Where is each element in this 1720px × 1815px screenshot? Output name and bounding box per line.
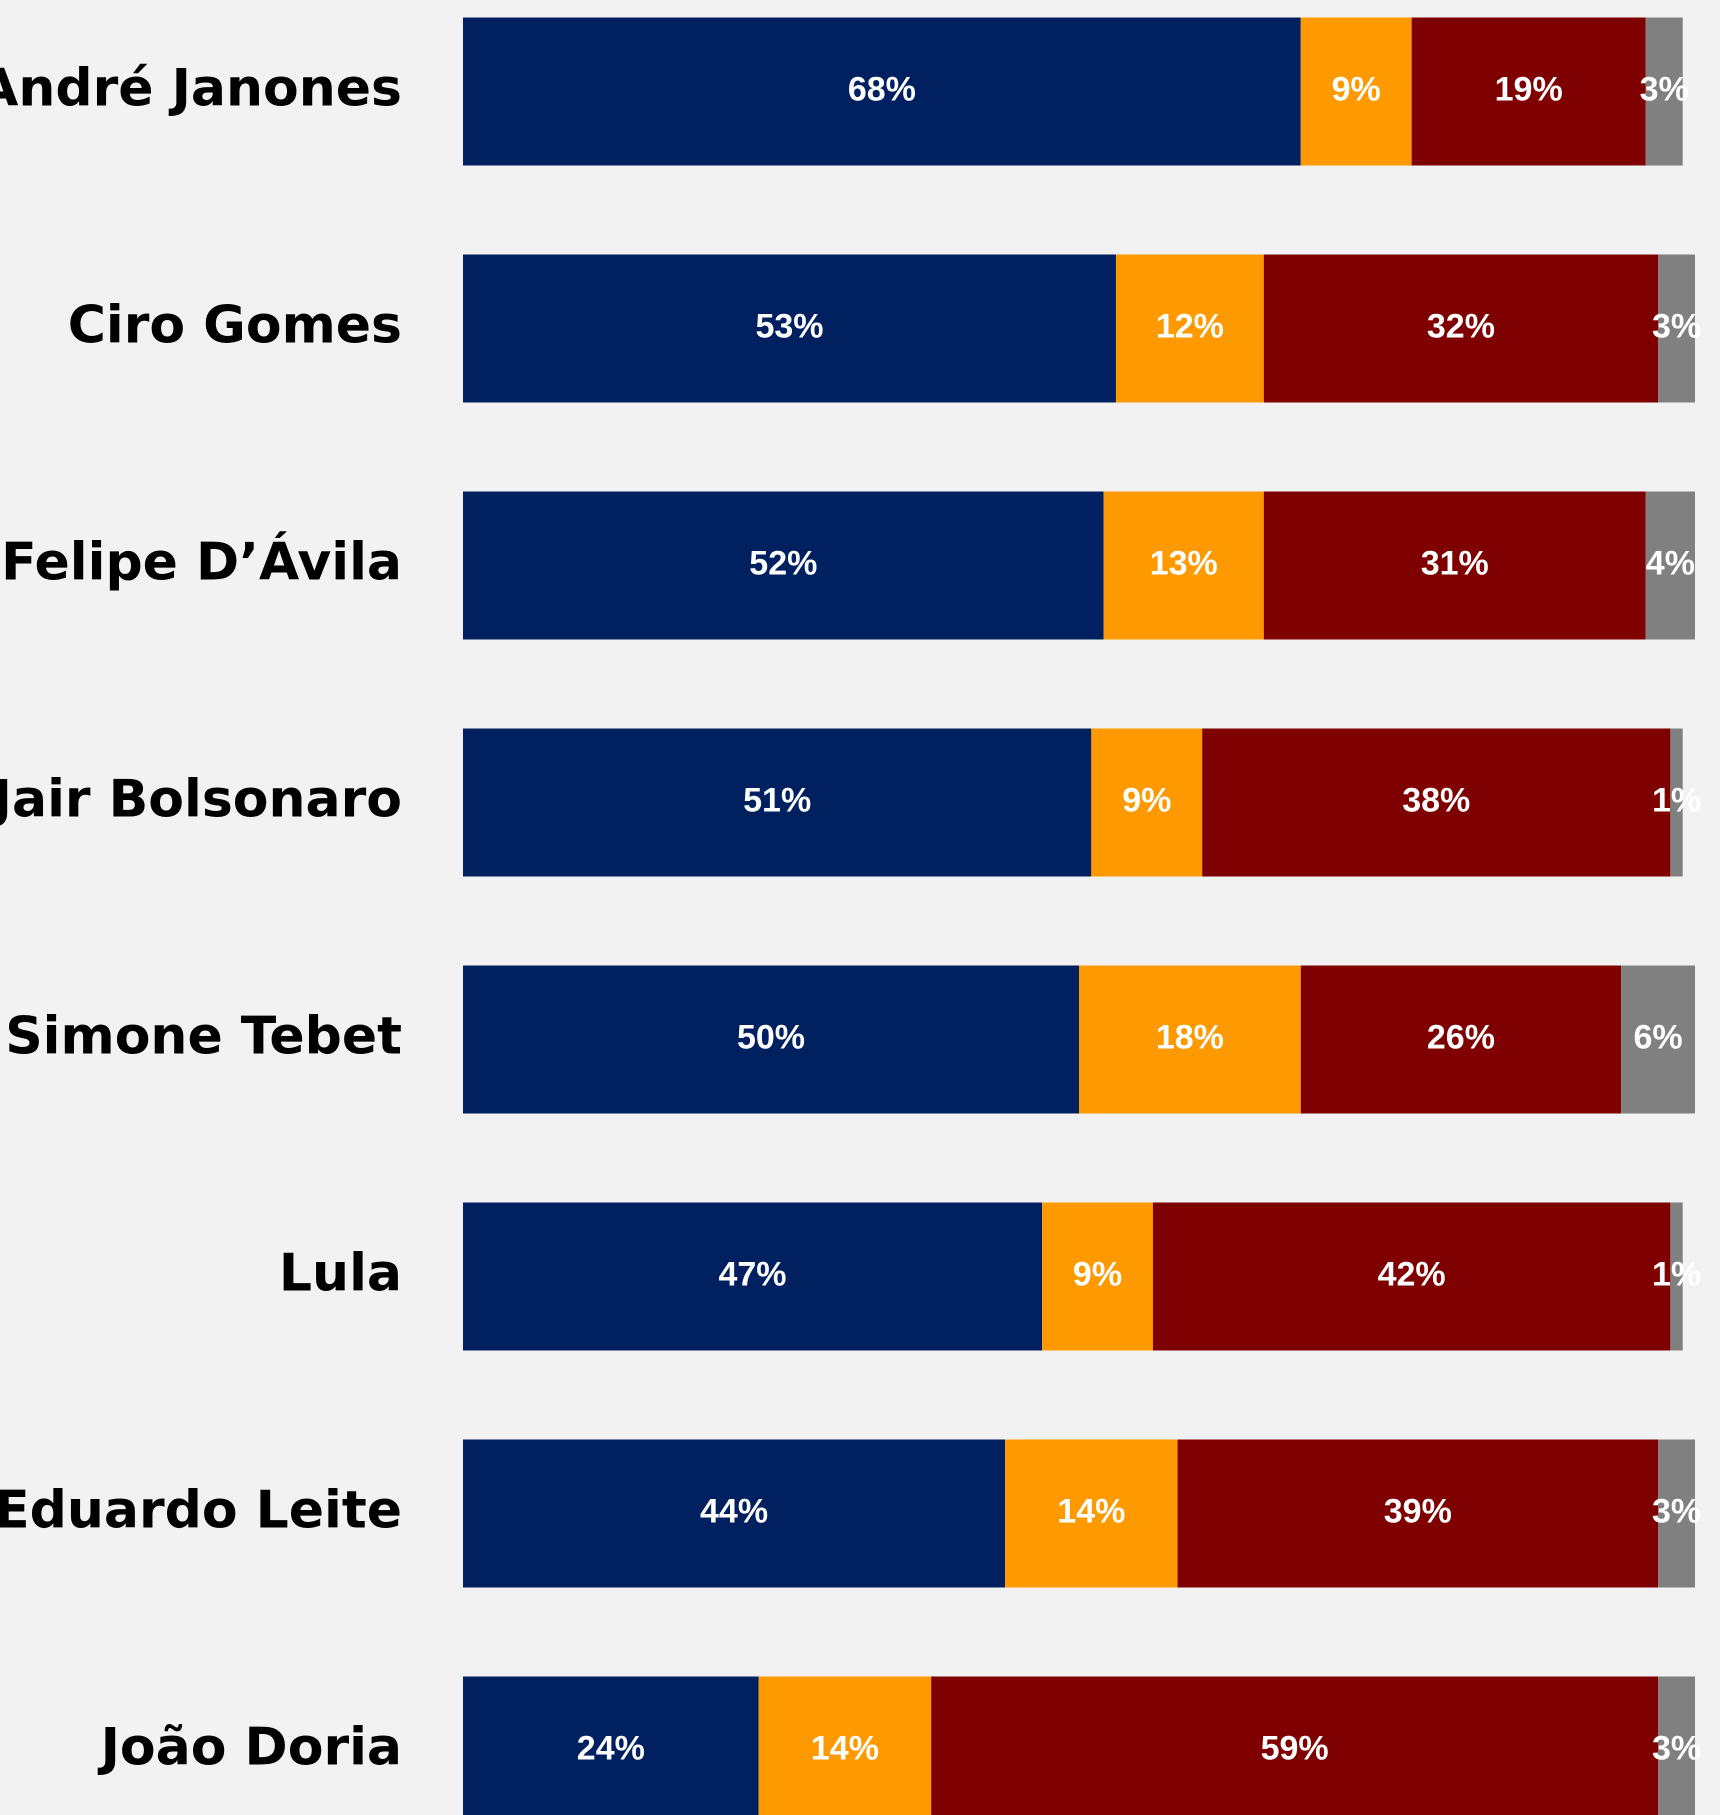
bar-segment [1645, 491, 1695, 640]
bar-segment [931, 1676, 1659, 1815]
data-label: 59% [1261, 1729, 1329, 1767]
bar-segment [1177, 1439, 1659, 1588]
data-label: 9% [1122, 781, 1171, 819]
data-label: 1% [1652, 1255, 1701, 1293]
category-label: Ciro Gomes [68, 296, 402, 356]
bar-segment [1115, 254, 1264, 403]
data-label: 14% [1057, 1492, 1125, 1530]
category-label: Jair Bolsonaro [0, 770, 402, 830]
data-label: 1% [1652, 781, 1701, 819]
data-label: 13% [1150, 544, 1218, 582]
bar-segment [463, 491, 1104, 640]
bar-segment [1263, 491, 1646, 640]
data-label: 3% [1652, 1729, 1701, 1767]
data-label: 32% [1427, 307, 1495, 345]
data-label: 44% [700, 1492, 768, 1530]
bar-segment [1670, 728, 1683, 877]
bar-segment [463, 728, 1092, 877]
bar-segment [463, 1202, 1043, 1351]
data-label: 6% [1633, 1018, 1682, 1056]
category-label: João Doria [98, 1718, 402, 1778]
data-label: 3% [1652, 1492, 1701, 1530]
bar-segment [1079, 965, 1301, 1114]
bar-segment [463, 17, 1301, 166]
bar-segment [758, 1676, 932, 1815]
data-label: 24% [577, 1729, 645, 1767]
data-label: 42% [1378, 1255, 1446, 1293]
category-label: Felipe D’Ávila [1, 532, 402, 593]
data-label: 19% [1495, 70, 1563, 108]
bar-segment [1300, 17, 1412, 166]
data-label: 3% [1640, 70, 1689, 108]
bar-segment [1005, 1439, 1178, 1588]
bar-segment [1263, 254, 1659, 403]
category-label: André Janones [0, 59, 402, 119]
data-label: 12% [1156, 307, 1224, 345]
bar-segment [463, 1439, 1006, 1588]
data-label: 52% [749, 544, 817, 582]
bar-segment [1670, 1202, 1683, 1351]
bar-segment [1658, 1676, 1695, 1815]
data-label: 14% [811, 1729, 879, 1767]
bar-segment [1300, 965, 1622, 1114]
bar-segment [463, 1676, 759, 1815]
bar-segment [1202, 728, 1671, 877]
data-label: 18% [1156, 1018, 1224, 1056]
category-label: Simone Tebet [5, 1007, 402, 1067]
data-label: 68% [848, 70, 916, 108]
data-label: 9% [1073, 1255, 1122, 1293]
data-label: 4% [1646, 544, 1695, 582]
data-label: 51% [743, 781, 811, 819]
bar-segment [1152, 1202, 1671, 1351]
bar-segment [463, 965, 1079, 1114]
data-label: 9% [1332, 70, 1381, 108]
bar-segment [1091, 728, 1203, 877]
bar-segment [1645, 17, 1683, 166]
data-label: 39% [1384, 1492, 1452, 1530]
data-label: 50% [737, 1018, 805, 1056]
data-label: 53% [755, 307, 823, 345]
bar-segment [1103, 491, 1264, 640]
data-label: 47% [718, 1255, 786, 1293]
category-label: Eduardo Leite [0, 1481, 402, 1541]
bar-segment [1042, 1202, 1153, 1351]
bar-segment [1658, 1439, 1695, 1588]
data-label: 38% [1402, 781, 1470, 819]
category-label: Lula [279, 1244, 402, 1304]
bar-segment [1411, 17, 1646, 166]
data-label: 26% [1427, 1018, 1495, 1056]
data-label: 31% [1421, 544, 1489, 582]
bar-segment [1621, 965, 1695, 1114]
bar-segment [1658, 254, 1695, 403]
bar-segment [463, 254, 1116, 403]
data-label: 3% [1652, 307, 1701, 345]
